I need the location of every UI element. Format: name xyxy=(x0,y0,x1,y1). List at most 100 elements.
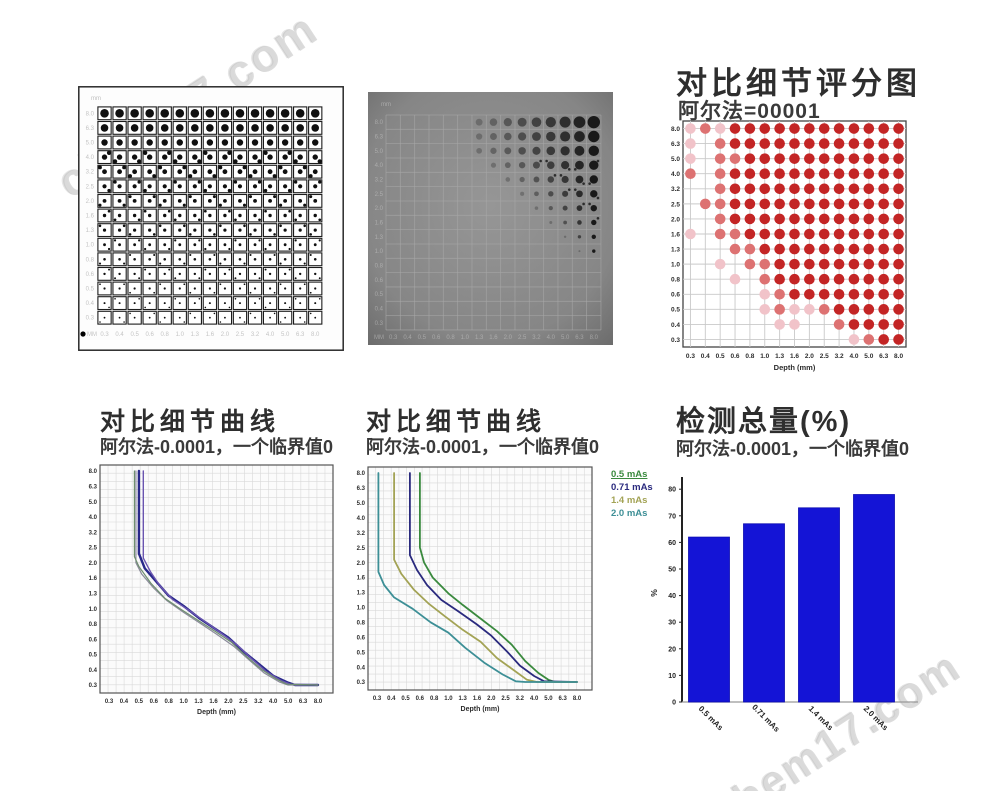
series-s3 xyxy=(135,470,319,686)
svg-text:2.5: 2.5 xyxy=(89,546,98,552)
svg-text:4.0: 4.0 xyxy=(266,332,275,338)
svg-text:10: 10 xyxy=(668,673,676,680)
svg-text:3.2: 3.2 xyxy=(516,696,525,702)
svg-text:2.0: 2.0 xyxy=(504,335,513,341)
svg-text:4.0: 4.0 xyxy=(547,335,556,341)
svg-text:0.4: 0.4 xyxy=(671,322,680,329)
svg-text:6.3: 6.3 xyxy=(296,332,305,338)
svg-text:0.6: 0.6 xyxy=(146,332,155,338)
svg-text:1.6: 1.6 xyxy=(671,231,680,238)
svg-text:2.5: 2.5 xyxy=(375,192,384,198)
svg-text:0.4: 0.4 xyxy=(115,332,124,338)
curve-series xyxy=(133,469,320,687)
svg-text:3.2: 3.2 xyxy=(375,177,384,183)
svg-text:60: 60 xyxy=(668,540,676,547)
svg-text:Depth (mm): Depth (mm) xyxy=(774,363,816,372)
svg-text:3.2: 3.2 xyxy=(86,170,95,176)
cd-curve-single-chart: 8.0 6.3 5.0 4.0 3.2 2.5 2.0 1.6 1.3 1.0 0.8 0.6 0.5 0… xyxy=(89,464,334,716)
svg-text:6.3: 6.3 xyxy=(89,484,98,490)
bar-0.71-mAs xyxy=(743,523,785,703)
svg-text:0.3: 0.3 xyxy=(86,316,95,322)
svg-text:0.6: 0.6 xyxy=(731,353,740,360)
svg-text:0.3: 0.3 xyxy=(375,321,384,327)
svg-text:0.8: 0.8 xyxy=(745,353,754,360)
svg-text:1.6: 1.6 xyxy=(89,576,98,582)
svg-text:5.0: 5.0 xyxy=(89,500,98,506)
svg-text:0.5: 0.5 xyxy=(401,696,410,702)
phantom-axis-labels: mm 8.0 6.3 5.0 4.0 3.2 2.5 2.0 1.6 1.3 1.0 0.8 0.6 0.… xyxy=(86,96,320,338)
bar-2.0-mAs xyxy=(853,494,895,703)
svg-text:5.0: 5.0 xyxy=(281,332,290,338)
svg-text:2.5: 2.5 xyxy=(357,546,366,552)
svg-text:0.5: 0.5 xyxy=(357,650,366,656)
svg-text:3.2: 3.2 xyxy=(835,353,844,360)
svg-text:MM: MM xyxy=(374,335,384,341)
radiograph-detail-dots xyxy=(475,115,600,253)
svg-text:0.8: 0.8 xyxy=(671,277,680,284)
series-s4 xyxy=(133,470,319,686)
svg-text:0.3: 0.3 xyxy=(671,337,680,344)
score-map-axis-labels: 8.0 6.3 5.0 4.0 3.2 2.5 2.0 1.6 1.3 1.0 0.8 0.6 0.5 0… xyxy=(671,126,904,372)
svg-text:0.4: 0.4 xyxy=(89,668,98,674)
score-map-dots xyxy=(685,123,904,345)
cd-curve-multi-subtitle: 阿尔法-0.0001，一个临界值0 xyxy=(366,437,600,457)
svg-text:0.8: 0.8 xyxy=(446,335,455,341)
curve-axis-labels: 8.0 6.3 5.0 4.0 3.2 2.5 2.0 1.6 1.3 1.0 0.8 0.6 0.5 0… xyxy=(357,471,582,713)
cd-curve-multi-chart: 8.0 6.3 5.0 4.0 3.2 2.5 2.0 1.6 1.3 1.0 0.8 0.6 0.5 0… xyxy=(357,466,593,713)
svg-text:1.0: 1.0 xyxy=(671,262,680,269)
svg-text:0.4: 0.4 xyxy=(403,335,412,341)
svg-text:6.3: 6.3 xyxy=(559,696,568,702)
legend-item-2.0-mAs: 2.0 mAs xyxy=(611,508,648,519)
svg-text:5.0: 5.0 xyxy=(375,149,384,155)
svg-text:0.8: 0.8 xyxy=(161,332,170,338)
svg-text:4.0: 4.0 xyxy=(671,171,680,178)
svg-text:1.0: 1.0 xyxy=(760,353,769,360)
svg-text:3.2: 3.2 xyxy=(89,530,98,536)
svg-text:1.3: 1.3 xyxy=(86,228,95,234)
bars: 0.5 mAs 0.71 mAs 1.4 mAs 2.0 mAs xyxy=(688,494,895,735)
svg-text:6.3: 6.3 xyxy=(357,486,366,492)
svg-text:1.3: 1.3 xyxy=(357,591,366,597)
svg-text:0.5: 0.5 xyxy=(135,699,144,705)
svg-text:1.0: 1.0 xyxy=(176,332,185,338)
svg-text:1.3: 1.3 xyxy=(375,235,384,241)
legend-item-0.71-mAs: 0.71 mAs xyxy=(611,482,653,493)
svg-text:1.0: 1.0 xyxy=(89,607,98,613)
svg-text:1.4 mAs: 1.4 mAs xyxy=(807,704,835,732)
svg-text:4.0: 4.0 xyxy=(375,163,384,169)
svg-text:0.4: 0.4 xyxy=(86,301,95,307)
svg-text:0.5: 0.5 xyxy=(130,332,139,338)
svg-text:0.6: 0.6 xyxy=(150,699,159,705)
curve-axis-labels: 8.0 6.3 5.0 4.0 3.2 2.5 2.0 1.6 1.3 1.0 0.8 0.6 0.5 0… xyxy=(89,469,323,716)
svg-text:6.3: 6.3 xyxy=(375,134,384,140)
legend-item-1.4-mAs: 1.4 mAs xyxy=(611,495,648,506)
svg-text:2.5: 2.5 xyxy=(820,353,829,360)
svg-text:0.71 mAs: 0.71 mAs xyxy=(750,703,782,735)
svg-text:8.0: 8.0 xyxy=(86,111,95,117)
svg-text:8.0: 8.0 xyxy=(375,120,384,126)
svg-text:5.0: 5.0 xyxy=(357,501,366,507)
svg-text:0.8: 0.8 xyxy=(357,620,366,626)
svg-text:3.2: 3.2 xyxy=(254,699,263,705)
svg-text:0.6: 0.6 xyxy=(89,637,98,643)
svg-text:50: 50 xyxy=(668,567,676,574)
svg-text:8.0: 8.0 xyxy=(894,353,903,360)
svg-text:0.5: 0.5 xyxy=(375,292,384,298)
svg-text:0.4: 0.4 xyxy=(357,665,366,671)
radiograph-grid xyxy=(385,114,602,331)
svg-text:0.6: 0.6 xyxy=(416,696,425,702)
svg-text:1.0: 1.0 xyxy=(461,335,470,341)
svg-text:0.4: 0.4 xyxy=(120,699,129,705)
svg-text:5.0: 5.0 xyxy=(86,141,95,147)
series-0.5 mAs xyxy=(419,472,578,683)
svg-text:70: 70 xyxy=(668,513,676,520)
svg-text:6.3: 6.3 xyxy=(299,699,308,705)
svg-text:0.3: 0.3 xyxy=(686,353,695,360)
svg-text:8.0: 8.0 xyxy=(89,469,98,475)
svg-text:2.5: 2.5 xyxy=(518,335,527,341)
series-s2 xyxy=(142,470,319,686)
svg-text:0.3: 0.3 xyxy=(89,683,98,689)
svg-text:5.0: 5.0 xyxy=(544,696,553,702)
svg-text:MM: MM xyxy=(87,332,97,338)
svg-text:2.0: 2.0 xyxy=(357,561,366,567)
